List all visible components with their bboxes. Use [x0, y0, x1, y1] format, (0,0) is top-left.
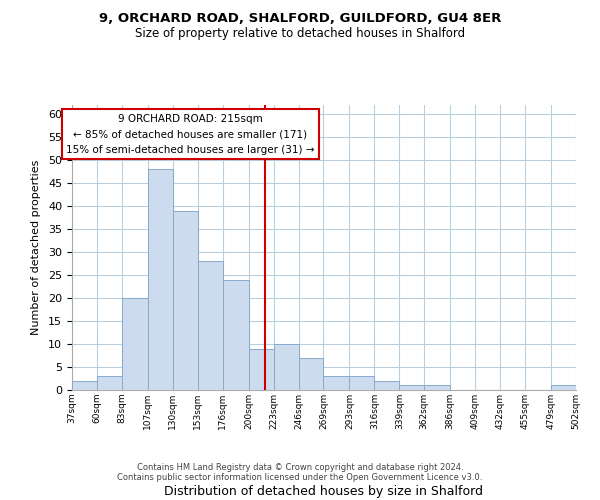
Bar [374, 381, 400, 390]
Y-axis label: Number of detached properties: Number of detached properties [31, 160, 41, 335]
Bar [323, 376, 349, 390]
Text: 9 ORCHARD ROAD: 215sqm
← 85% of detached houses are smaller (171)
15% of semi-de: 9 ORCHARD ROAD: 215sqm ← 85% of detached… [66, 114, 314, 155]
Bar [299, 358, 323, 390]
Bar [223, 280, 248, 390]
Text: Contains public sector information licensed under the Open Government Licence v3: Contains public sector information licen… [118, 474, 482, 482]
Bar [72, 381, 97, 390]
Text: Size of property relative to detached houses in Shalford: Size of property relative to detached ho… [135, 28, 465, 40]
Bar [248, 348, 274, 390]
Bar [148, 170, 173, 390]
Bar [349, 376, 374, 390]
Text: 9, ORCHARD ROAD, SHALFORD, GUILDFORD, GU4 8ER: 9, ORCHARD ROAD, SHALFORD, GUILDFORD, GU… [99, 12, 501, 26]
Bar [424, 386, 450, 390]
Bar [274, 344, 299, 390]
X-axis label: Distribution of detached houses by size in Shalford: Distribution of detached houses by size … [164, 484, 484, 498]
Text: Contains HM Land Registry data © Crown copyright and database right 2024.: Contains HM Land Registry data © Crown c… [137, 464, 463, 472]
Bar [400, 386, 424, 390]
Bar [198, 262, 223, 390]
Bar [122, 298, 148, 390]
Bar [551, 386, 576, 390]
Bar [97, 376, 122, 390]
Bar [173, 210, 198, 390]
